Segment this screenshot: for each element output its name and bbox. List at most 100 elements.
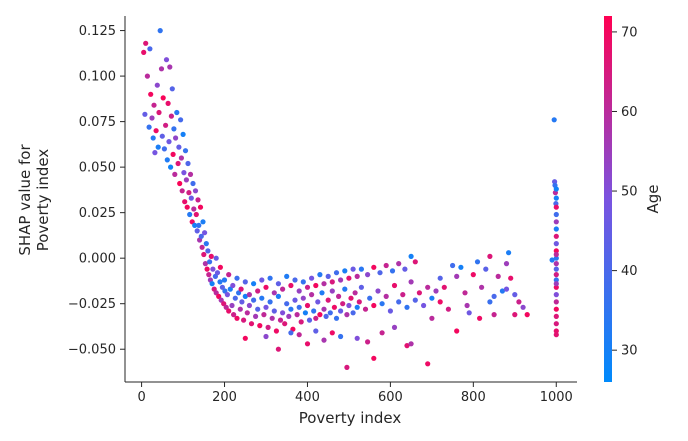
data-point [176, 144, 182, 150]
y-tick-label: −0.050 [68, 343, 116, 358]
data-point [232, 295, 238, 301]
data-point [151, 102, 157, 108]
data-point [495, 273, 501, 279]
data-point [157, 28, 163, 34]
data-point [441, 284, 447, 290]
data-point [462, 290, 468, 296]
colorbar-tick-label: 40 [621, 264, 638, 279]
data-point [141, 49, 147, 56]
data-point [553, 266, 559, 272]
data-point [153, 128, 159, 134]
data-point [251, 281, 257, 287]
data-point [344, 364, 350, 370]
data-point [499, 288, 505, 294]
data-point [170, 151, 176, 157]
x-tick-label: 0 [137, 390, 145, 405]
data-point [354, 335, 360, 341]
data-point [160, 95, 166, 101]
data-point [553, 255, 559, 261]
data-point [371, 355, 377, 361]
data-point [174, 109, 180, 116]
y-tick-label: 0.000 [79, 252, 116, 267]
data-point [304, 302, 311, 309]
data-point [454, 273, 460, 279]
data-point [164, 157, 170, 163]
data-point [177, 180, 183, 187]
data-point [553, 186, 559, 192]
data-point [342, 268, 348, 274]
data-point [213, 255, 219, 261]
data-point [172, 171, 178, 177]
data-point [186, 190, 192, 196]
data-point [296, 332, 302, 338]
data-point [479, 284, 485, 290]
data-point [553, 219, 559, 225]
data-point [207, 259, 213, 265]
data-point [168, 164, 174, 170]
data-point [188, 195, 194, 201]
data-point [425, 284, 431, 290]
scatter-points [141, 28, 559, 370]
data-point [231, 312, 237, 318]
data-point [201, 251, 207, 258]
data-point [491, 293, 497, 299]
data-point [553, 284, 559, 290]
colorbar-tick-label: 60 [621, 105, 638, 120]
data-point [296, 288, 302, 294]
data-point [416, 290, 422, 296]
data-point [553, 195, 559, 201]
data-point [321, 306, 327, 312]
data-point [242, 293, 248, 299]
data-point [367, 295, 373, 301]
data-point [396, 261, 402, 267]
data-point [241, 317, 247, 323]
data-point [168, 113, 174, 119]
y-tick-label: 0.100 [79, 70, 116, 85]
data-point [338, 308, 344, 314]
data-point [329, 279, 335, 285]
data-point [246, 302, 252, 309]
data-point [506, 250, 512, 256]
data-point [217, 264, 223, 270]
data-point [553, 211, 559, 218]
data-point [143, 40, 149, 46]
data-point [178, 155, 184, 161]
data-point [185, 160, 191, 167]
data-point [259, 295, 265, 301]
data-point [182, 148, 189, 154]
data-point [477, 315, 483, 321]
data-point [169, 86, 175, 92]
data-point [156, 109, 162, 116]
data-point [365, 339, 371, 345]
data-point [300, 279, 306, 285]
data-point [356, 299, 362, 305]
data-point [470, 272, 476, 278]
data-point [298, 319, 304, 325]
data-point [286, 313, 292, 319]
data-point [309, 275, 315, 281]
data-point [158, 66, 165, 72]
data-point [371, 264, 377, 270]
data-point [317, 312, 323, 318]
data-point [323, 313, 329, 319]
data-point [210, 266, 216, 272]
data-point [300, 295, 306, 301]
data-point [327, 310, 333, 316]
data-point [200, 219, 206, 225]
colorbar-tick-label: 50 [621, 185, 638, 200]
data-point [549, 257, 555, 263]
data-point [553, 226, 559, 232]
data-point [331, 304, 337, 310]
data-point [458, 264, 464, 270]
data-point [226, 308, 232, 314]
data-point [302, 310, 308, 316]
data-point [321, 281, 327, 287]
data-point [391, 324, 398, 330]
data-point [389, 268, 396, 274]
colorbar-gradient [604, 16, 612, 382]
data-point [265, 324, 271, 330]
data-point [354, 304, 360, 310]
x-tick-label: 800 [461, 390, 486, 405]
data-point [371, 302, 377, 309]
